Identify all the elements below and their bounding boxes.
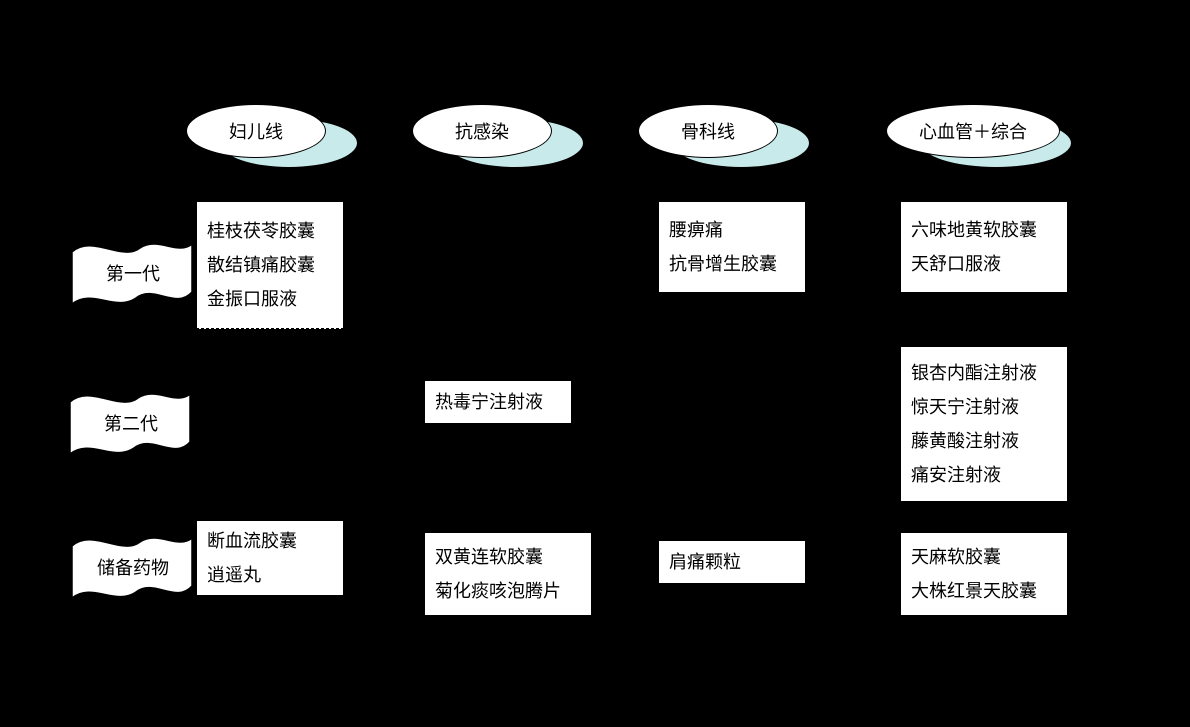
row-flag-label: 第一代	[106, 264, 160, 284]
column-header-label: 妇儿线	[229, 118, 283, 144]
product-box: 断血流胶囊逍遥丸	[196, 520, 344, 596]
product-line: 金振口服液	[207, 282, 333, 316]
ellipse-main: 抗感染	[412, 104, 552, 158]
product-line: 断血流胶囊	[207, 524, 333, 558]
column-header-label: 心血管＋综合	[919, 118, 1027, 144]
product-line: 腰痹痛	[669, 213, 795, 247]
product-box: 肩痛颗粒	[658, 540, 806, 584]
product-line: 藤黄酸注射液	[911, 424, 1057, 458]
column-header: 妇儿线	[186, 104, 358, 170]
product-line: 大株红景天胶囊	[911, 574, 1057, 608]
product-line: 银杏内酯注射液	[911, 356, 1057, 390]
product-line: 天麻软胶囊	[911, 540, 1057, 574]
product-box: 天麻软胶囊大株红景天胶囊	[900, 532, 1068, 616]
product-line: 逍遥丸	[207, 558, 333, 592]
product-line: 痛安注射液	[911, 458, 1057, 492]
column-header-label: 骨科线	[681, 118, 735, 144]
product-line: 热毒宁注射液	[435, 385, 561, 419]
ellipse-main: 骨科线	[638, 104, 778, 158]
product-line: 散结镇痛胶囊	[207, 248, 333, 282]
column-header: 心血管＋综合	[886, 104, 1092, 170]
product-box: 银杏内酯注射液惊天宁注射液藤黄酸注射液痛安注射液	[900, 346, 1068, 502]
product-line: 惊天宁注射液	[911, 390, 1057, 424]
row-flag-label: 第二代	[104, 414, 158, 434]
product-line: 菊化痰咳泡腾片	[435, 574, 581, 608]
row-flag: 第二代	[64, 384, 194, 464]
row-flag: 第一代	[66, 234, 196, 314]
product-line: 天舒口服液	[911, 247, 1057, 281]
ellipse-main: 心血管＋综合	[886, 104, 1060, 158]
product-line: 六味地黄软胶囊	[911, 213, 1057, 247]
product-box: 桂枝茯苓胶囊散结镇痛胶囊金振口服液	[196, 201, 344, 329]
row-flag: 储备药物	[66, 528, 196, 608]
product-box: 双黄连软胶囊菊化痰咳泡腾片	[424, 532, 592, 616]
product-box: 腰痹痛抗骨增生胶囊	[658, 201, 806, 293]
column-header: 抗感染	[412, 104, 584, 170]
product-box: 热毒宁注射液	[424, 380, 572, 424]
column-header-label: 抗感染	[455, 118, 509, 144]
product-line: 桂枝茯苓胶囊	[207, 214, 333, 248]
ellipse-main: 妇儿线	[186, 104, 326, 158]
row-flag-label: 储备药物	[97, 558, 169, 578]
product-line: 肩痛颗粒	[669, 545, 795, 579]
column-header: 骨科线	[638, 104, 810, 170]
product-line: 抗骨增生胶囊	[669, 247, 795, 281]
product-box: 六味地黄软胶囊天舒口服液	[900, 201, 1068, 293]
product-line: 双黄连软胶囊	[435, 540, 581, 574]
